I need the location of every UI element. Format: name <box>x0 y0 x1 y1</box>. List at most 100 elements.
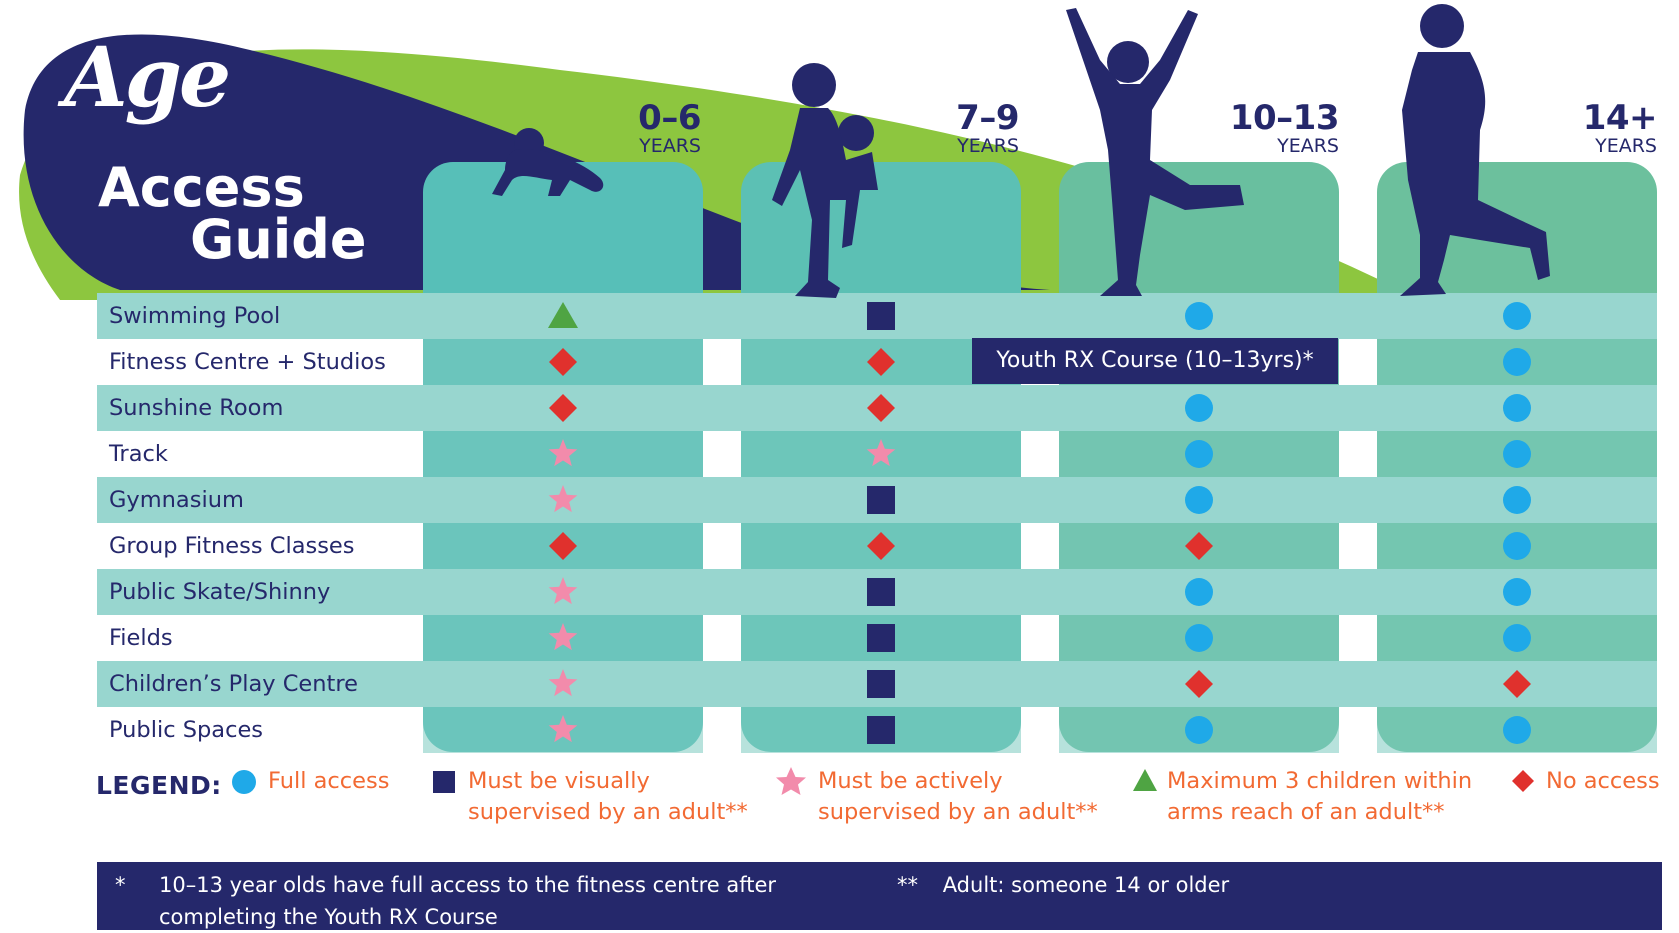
footnotes-bar: * 10–13 year olds have full access to th… <box>97 862 1662 930</box>
row-label-bg <box>97 661 423 707</box>
full-access-marker <box>1185 486 1213 514</box>
full-access-marker <box>1503 302 1531 330</box>
row-label-bg <box>97 385 423 431</box>
row-band <box>423 385 1657 431</box>
full-access-marker <box>1503 578 1531 606</box>
legend-line: Full access <box>268 768 390 794</box>
access-markers <box>548 302 1531 744</box>
footnote-line: completing the Youth RX Course <box>159 905 498 929</box>
visual-supervision-marker <box>867 624 895 652</box>
active-supervision-marker <box>548 669 578 697</box>
full-access-marker <box>1503 348 1531 376</box>
active-supervision-marker <box>548 577 578 605</box>
full-access-marker <box>1503 440 1531 468</box>
row-label-fields: Fields <box>109 625 173 651</box>
legend-line: No access <box>1546 768 1660 794</box>
active-supervision-marker <box>866 439 896 467</box>
age-range: 10–13 <box>1229 98 1340 138</box>
row-label-public-skate: Public Skate/Shinny <box>109 579 331 605</box>
row-label-group-fitness: Group Fitness Classes <box>109 533 355 559</box>
legend-visual-label: Must be visually supervised by an adult*… <box>468 766 748 828</box>
legend-icons <box>232 767 1534 795</box>
full-access-marker <box>1185 394 1213 422</box>
age-range: 7–9 <box>956 98 1019 138</box>
row-label-gymnasium: Gymnasium <box>109 487 244 513</box>
row-label-play-centre: Children’s Play Centre <box>109 671 358 697</box>
row-label-bg <box>97 569 423 615</box>
title-age: Age <box>64 30 231 126</box>
footnote-2: ** Adult: someone 14 or older <box>897 869 1229 901</box>
row-band <box>423 477 1657 523</box>
no-access-marker <box>1185 532 1213 560</box>
footnote-mark: * <box>115 873 126 897</box>
age-header-7-9: 7–9 YEARS <box>956 100 1019 156</box>
age-header-0-6: 0–6 YEARS <box>638 100 701 156</box>
baby-crawling-icon <box>492 128 604 196</box>
legend-max3-icon <box>1133 769 1157 791</box>
row-label-bg <box>97 431 423 477</box>
row-band <box>423 293 1657 339</box>
youth-rx-course-badge: Youth RX Course (10–13yrs)* <box>972 338 1338 384</box>
row-label-track: Track <box>109 441 168 467</box>
legend-line: Must be actively <box>818 768 1003 794</box>
footnote-line: 10–13 year olds have full access to the … <box>159 873 777 897</box>
no-access-marker <box>1503 670 1531 698</box>
visual-supervision-marker <box>867 716 895 744</box>
age-header-10-13: 10–13 YEARS <box>1229 98 1340 156</box>
age-unit: YEARS <box>957 135 1019 157</box>
legend-line: supervised by an adult** <box>818 799 1098 825</box>
no-access-marker <box>1185 670 1213 698</box>
row-label-swimming-pool: Swimming Pool <box>109 303 281 329</box>
visual-supervision-marker <box>867 486 895 514</box>
active-supervision-marker <box>548 439 578 467</box>
legend-max3-label: Maximum 3 children within arms reach of … <box>1167 766 1472 828</box>
no-access-marker <box>549 532 577 560</box>
full-access-marker <box>1185 624 1213 652</box>
row-bands <box>97 293 1657 753</box>
legend-line: Maximum 3 children within <box>1167 768 1473 794</box>
title-guide: Guide <box>190 208 367 271</box>
full-access-marker <box>1503 486 1531 514</box>
no-access-marker <box>867 532 895 560</box>
age-unit: YEARS <box>639 135 701 157</box>
child-soccer-icon <box>772 63 878 298</box>
row-band <box>423 569 1657 615</box>
row-label-sunshine-room: Sunshine Room <box>109 395 284 421</box>
full-access-marker <box>1185 440 1213 468</box>
age-range: 14+ <box>1582 98 1658 138</box>
legend-no-access-label: No access <box>1546 766 1660 797</box>
row-label-bg <box>97 523 423 569</box>
age-header-14plus: 14+ YEARS <box>1582 98 1658 157</box>
visual-supervision-marker <box>867 578 895 606</box>
row-label-bg <box>97 707 423 753</box>
legend-title: LEGEND: <box>96 771 222 800</box>
full-access-marker <box>1503 394 1531 422</box>
footnote-mark: ** <box>897 873 918 897</box>
legend-full-access-label: Full access <box>268 766 389 797</box>
active-supervision-marker <box>548 485 578 513</box>
row-label-public-spaces: Public Spaces <box>109 717 264 743</box>
full-access-marker <box>1503 532 1531 560</box>
age-unit: YEARS <box>1595 135 1657 157</box>
full-access-marker <box>1185 578 1213 606</box>
row-label-bg <box>97 293 423 339</box>
full-access-marker <box>1185 716 1213 744</box>
no-access-marker <box>867 348 895 376</box>
visual-supervision-marker <box>867 670 895 698</box>
full-access-marker <box>1503 624 1531 652</box>
legend-active-supervision-icon <box>776 767 806 795</box>
no-access-marker <box>549 348 577 376</box>
active-supervision-marker <box>548 715 578 743</box>
child-jumping-icon <box>1066 8 1244 296</box>
footnote-text: Adult: someone 14 or older <box>942 873 1230 897</box>
legend-no-access-icon <box>1512 770 1534 792</box>
legend-active-label: Must be actively supervised by an adult*… <box>818 766 1098 828</box>
age-range: 0–6 <box>638 98 701 138</box>
visual-supervision-marker <box>867 302 895 330</box>
row-label-bg <box>97 615 423 661</box>
footnote-text: 10–13 year olds have full access to the … <box>159 869 776 933</box>
legend-line: arms reach of an adult** <box>1167 799 1445 825</box>
legend-line: supervised by an adult** <box>468 799 748 825</box>
adult-running-icon <box>1400 4 1550 296</box>
